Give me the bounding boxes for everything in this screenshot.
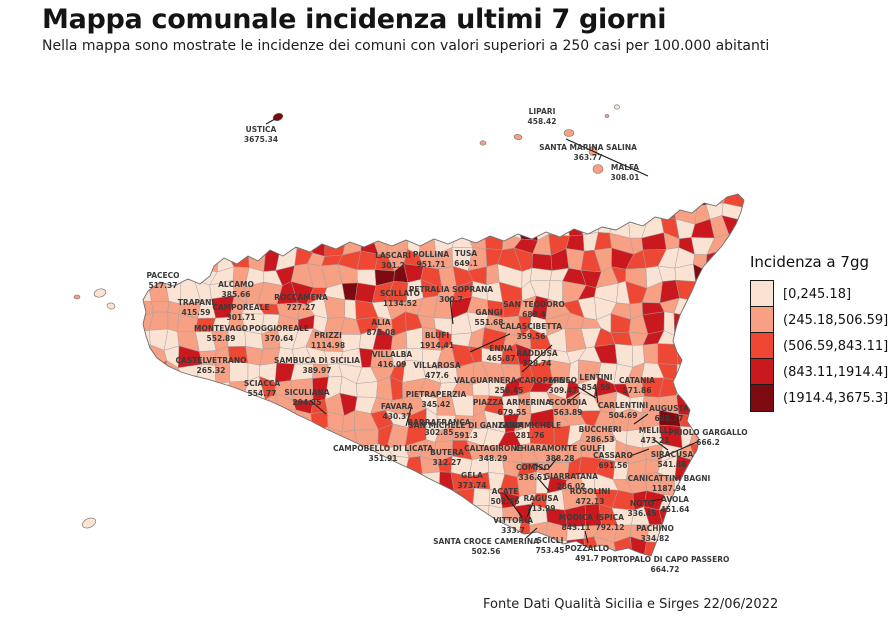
source-note: Fonte Dati Qualità Sicilia e Sirges 22/0…	[483, 597, 779, 612]
legend-swatch	[750, 383, 774, 412]
legend-item: (245.18,506.59]	[750, 305, 889, 334]
legend-swatch	[750, 279, 774, 308]
legend-range-label: [0,245.18]	[783, 286, 852, 302]
legend-item: (1914.4,3675.3]	[750, 383, 889, 412]
page-subtitle: Nella mappa sono mostrate le incidenze d…	[42, 38, 770, 54]
legend-range-label: (1914.4,3675.3]	[783, 390, 889, 406]
legend-item: (843.11,1914.4]	[750, 357, 889, 386]
legend-item: [0,245.18]	[750, 279, 888, 308]
legend-item: (506.59,843.11]	[750, 331, 889, 360]
legend-range-label: (506.59,843.11]	[783, 338, 889, 354]
legend-swatch	[750, 331, 774, 360]
legend-swatch	[750, 357, 774, 386]
legend-items: [0,245.18] (245.18,506.59] (506.59,843.11]…	[750, 279, 889, 412]
legend-title: Incidenza a 7gg	[750, 253, 869, 271]
legend-range-label: (245.18,506.59]	[783, 312, 889, 328]
legend-swatch	[750, 305, 774, 334]
legend-range-label: (843.11,1914.4]	[783, 364, 889, 380]
legend: Incidenza a 7gg [0,245.18] (245.18,506.59…	[750, 253, 889, 412]
page-title: Mappa comunale incidenza ultimi 7 giorni	[42, 4, 667, 35]
